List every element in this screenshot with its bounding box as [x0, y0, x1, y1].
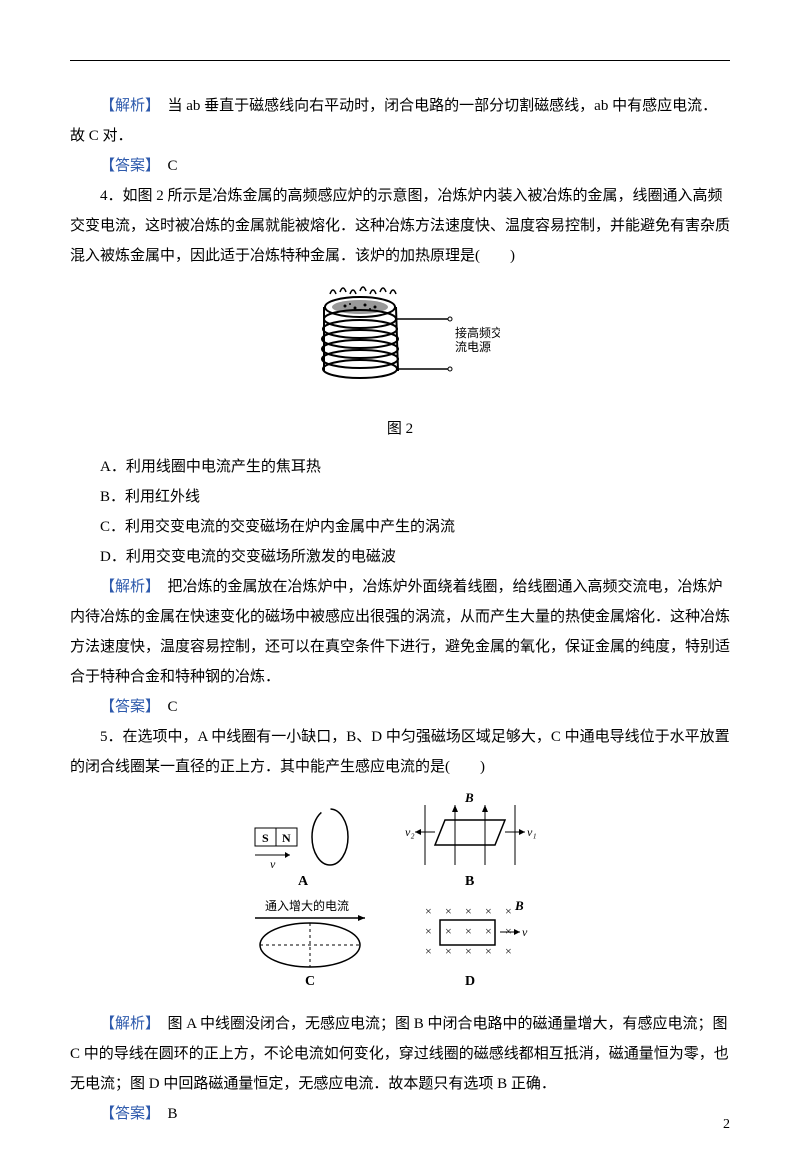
svg-text:A: A [298, 874, 309, 889]
svg-text:×: × [445, 944, 452, 958]
svg-text:×: × [445, 904, 452, 918]
svg-text:×: × [505, 904, 512, 918]
analysis-label: 【解析】 [100, 1016, 153, 1032]
svg-text:S: S [262, 831, 269, 845]
svg-text:×: × [485, 924, 492, 938]
svg-text:×: × [485, 944, 492, 958]
q4-answer-text: C [153, 699, 178, 715]
q4-analysis-text: 把冶炼的金属放在冶炼炉中，冶炼炉外面绕着线圈，给线圈通入高频交流电，冶炼炉内待冶… [70, 579, 730, 685]
svg-text:B: B [465, 874, 474, 889]
q4-figure: 接高频交 流电源 图 2 [70, 279, 730, 444]
svg-text:v₂: v₂ [405, 825, 415, 839]
q5-analysis: 【解析】 图 A 中线圈没闭合，无感应电流；图 B 中闭合电路中的磁通量增大，有… [70, 1009, 730, 1099]
svg-text:D: D [465, 974, 475, 989]
q4-option-a: A．利用线圈中电流产生的焦耳热 [70, 452, 730, 482]
q3-analysis: 【解析】 当 ab 垂直于磁感线向右平动时，闭合电路的一部分切割磁感线，ab 中… [70, 91, 730, 151]
q3-answer: 【答案】 C [70, 151, 730, 181]
header-rule [70, 60, 730, 61]
svg-text:B: B [514, 898, 524, 913]
q5-stem: 5．在选项中，A 中线圈有一小缺口，B、D 中匀强磁场区域足够大，C 中通电导线… [70, 722, 730, 782]
induction-furnace-icon: 接高频交 流电源 [300, 279, 500, 399]
svg-text:v: v [522, 925, 528, 939]
q5-analysis-text: 图 A 中线圈没闭合，无感应电流；图 B 中闭合电路中的磁通量增大，有感应电流；… [70, 1016, 729, 1092]
q3-answer-text: C [153, 158, 178, 174]
svg-text:接高频交: 接高频交 [455, 325, 500, 340]
q4-option-b: B．利用红外线 [70, 482, 730, 512]
svg-text:×: × [465, 924, 472, 938]
svg-text:×: × [425, 904, 432, 918]
q3-analysis-text: 当 ab 垂直于磁感线向右平动时，闭合电路的一部分切割磁感线，ab 中有感应电流… [70, 98, 717, 144]
svg-text:×: × [425, 924, 432, 938]
q5-answer-text: B [153, 1106, 178, 1122]
svg-text:N: N [282, 831, 291, 845]
q5-answer: 【答案】 B [70, 1099, 730, 1129]
svg-text:B: B [464, 790, 474, 805]
four-options-diagram-icon: S N v A B v₁ v₂ B [235, 790, 565, 990]
answer-label: 【答案】 [100, 699, 153, 715]
svg-text:v: v [270, 857, 276, 871]
svg-text:×: × [505, 924, 512, 938]
answer-label: 【答案】 [100, 158, 153, 174]
svg-text:流电源: 流电源 [455, 340, 491, 354]
q4-stem: 4．如图 2 所示是冶炼金属的高频感应炉的示意图，冶炼炉内装入被冶炼的金属，线圈… [70, 181, 730, 271]
analysis-label: 【解析】 [100, 579, 153, 595]
q4-option-d: D．利用交变电流的交变磁场所激发的电磁波 [70, 542, 730, 572]
answer-label: 【答案】 [100, 1106, 153, 1122]
q4-answer: 【答案】 C [70, 692, 730, 722]
svg-text:×: × [485, 904, 492, 918]
q4-option-c: C．利用交变电流的交变磁场在炉内金属中产生的涡流 [70, 512, 730, 542]
svg-text:×: × [505, 944, 512, 958]
svg-text:×: × [445, 924, 452, 938]
q4-analysis: 【解析】 把冶炼的金属放在冶炼炉中，冶炼炉外面绕着线圈，给线圈通入高频交流电，冶… [70, 572, 730, 692]
q4-options: A．利用线圈中电流产生的焦耳热 B．利用红外线 C．利用交变电流的交变磁场在炉内… [70, 452, 730, 572]
q4-figure-caption: 图 2 [70, 414, 730, 444]
analysis-label: 【解析】 [100, 98, 153, 114]
svg-text:C: C [305, 974, 315, 989]
svg-text:×: × [465, 944, 472, 958]
svg-text:v₁: v₁ [527, 825, 537, 839]
svg-text:×: × [425, 944, 432, 958]
svg-text:通入增大的电流: 通入增大的电流 [265, 898, 349, 913]
q5-figure: S N v A B v₁ v₂ B [70, 790, 730, 1001]
page-number: 2 [723, 1111, 730, 1139]
svg-text:×: × [465, 904, 472, 918]
